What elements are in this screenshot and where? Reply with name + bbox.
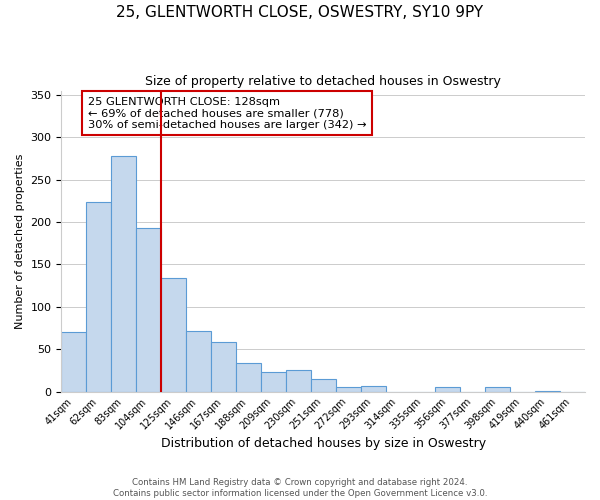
Bar bbox=[111, 156, 136, 392]
Bar bbox=[236, 363, 261, 392]
Bar bbox=[335, 388, 361, 392]
Bar bbox=[61, 332, 86, 392]
Text: Contains HM Land Registry data © Crown copyright and database right 2024.
Contai: Contains HM Land Registry data © Crown c… bbox=[113, 478, 487, 498]
Bar bbox=[136, 228, 161, 392]
Bar bbox=[361, 386, 386, 392]
X-axis label: Distribution of detached houses by size in Oswestry: Distribution of detached houses by size … bbox=[161, 437, 486, 450]
Bar bbox=[86, 202, 111, 392]
Y-axis label: Number of detached properties: Number of detached properties bbox=[15, 154, 25, 329]
Bar bbox=[485, 388, 510, 392]
Text: 25, GLENTWORTH CLOSE, OSWESTRY, SY10 9PY: 25, GLENTWORTH CLOSE, OSWESTRY, SY10 9PY bbox=[116, 5, 484, 20]
Bar bbox=[535, 390, 560, 392]
Bar bbox=[161, 278, 186, 392]
Bar bbox=[211, 342, 236, 392]
Bar bbox=[261, 372, 286, 392]
Bar bbox=[311, 379, 335, 392]
Bar bbox=[286, 370, 311, 392]
Title: Size of property relative to detached houses in Oswestry: Size of property relative to detached ho… bbox=[145, 75, 501, 88]
Bar bbox=[436, 388, 460, 392]
Text: 25 GLENTWORTH CLOSE: 128sqm
← 69% of detached houses are smaller (778)
30% of se: 25 GLENTWORTH CLOSE: 128sqm ← 69% of det… bbox=[88, 96, 366, 130]
Bar bbox=[186, 330, 211, 392]
